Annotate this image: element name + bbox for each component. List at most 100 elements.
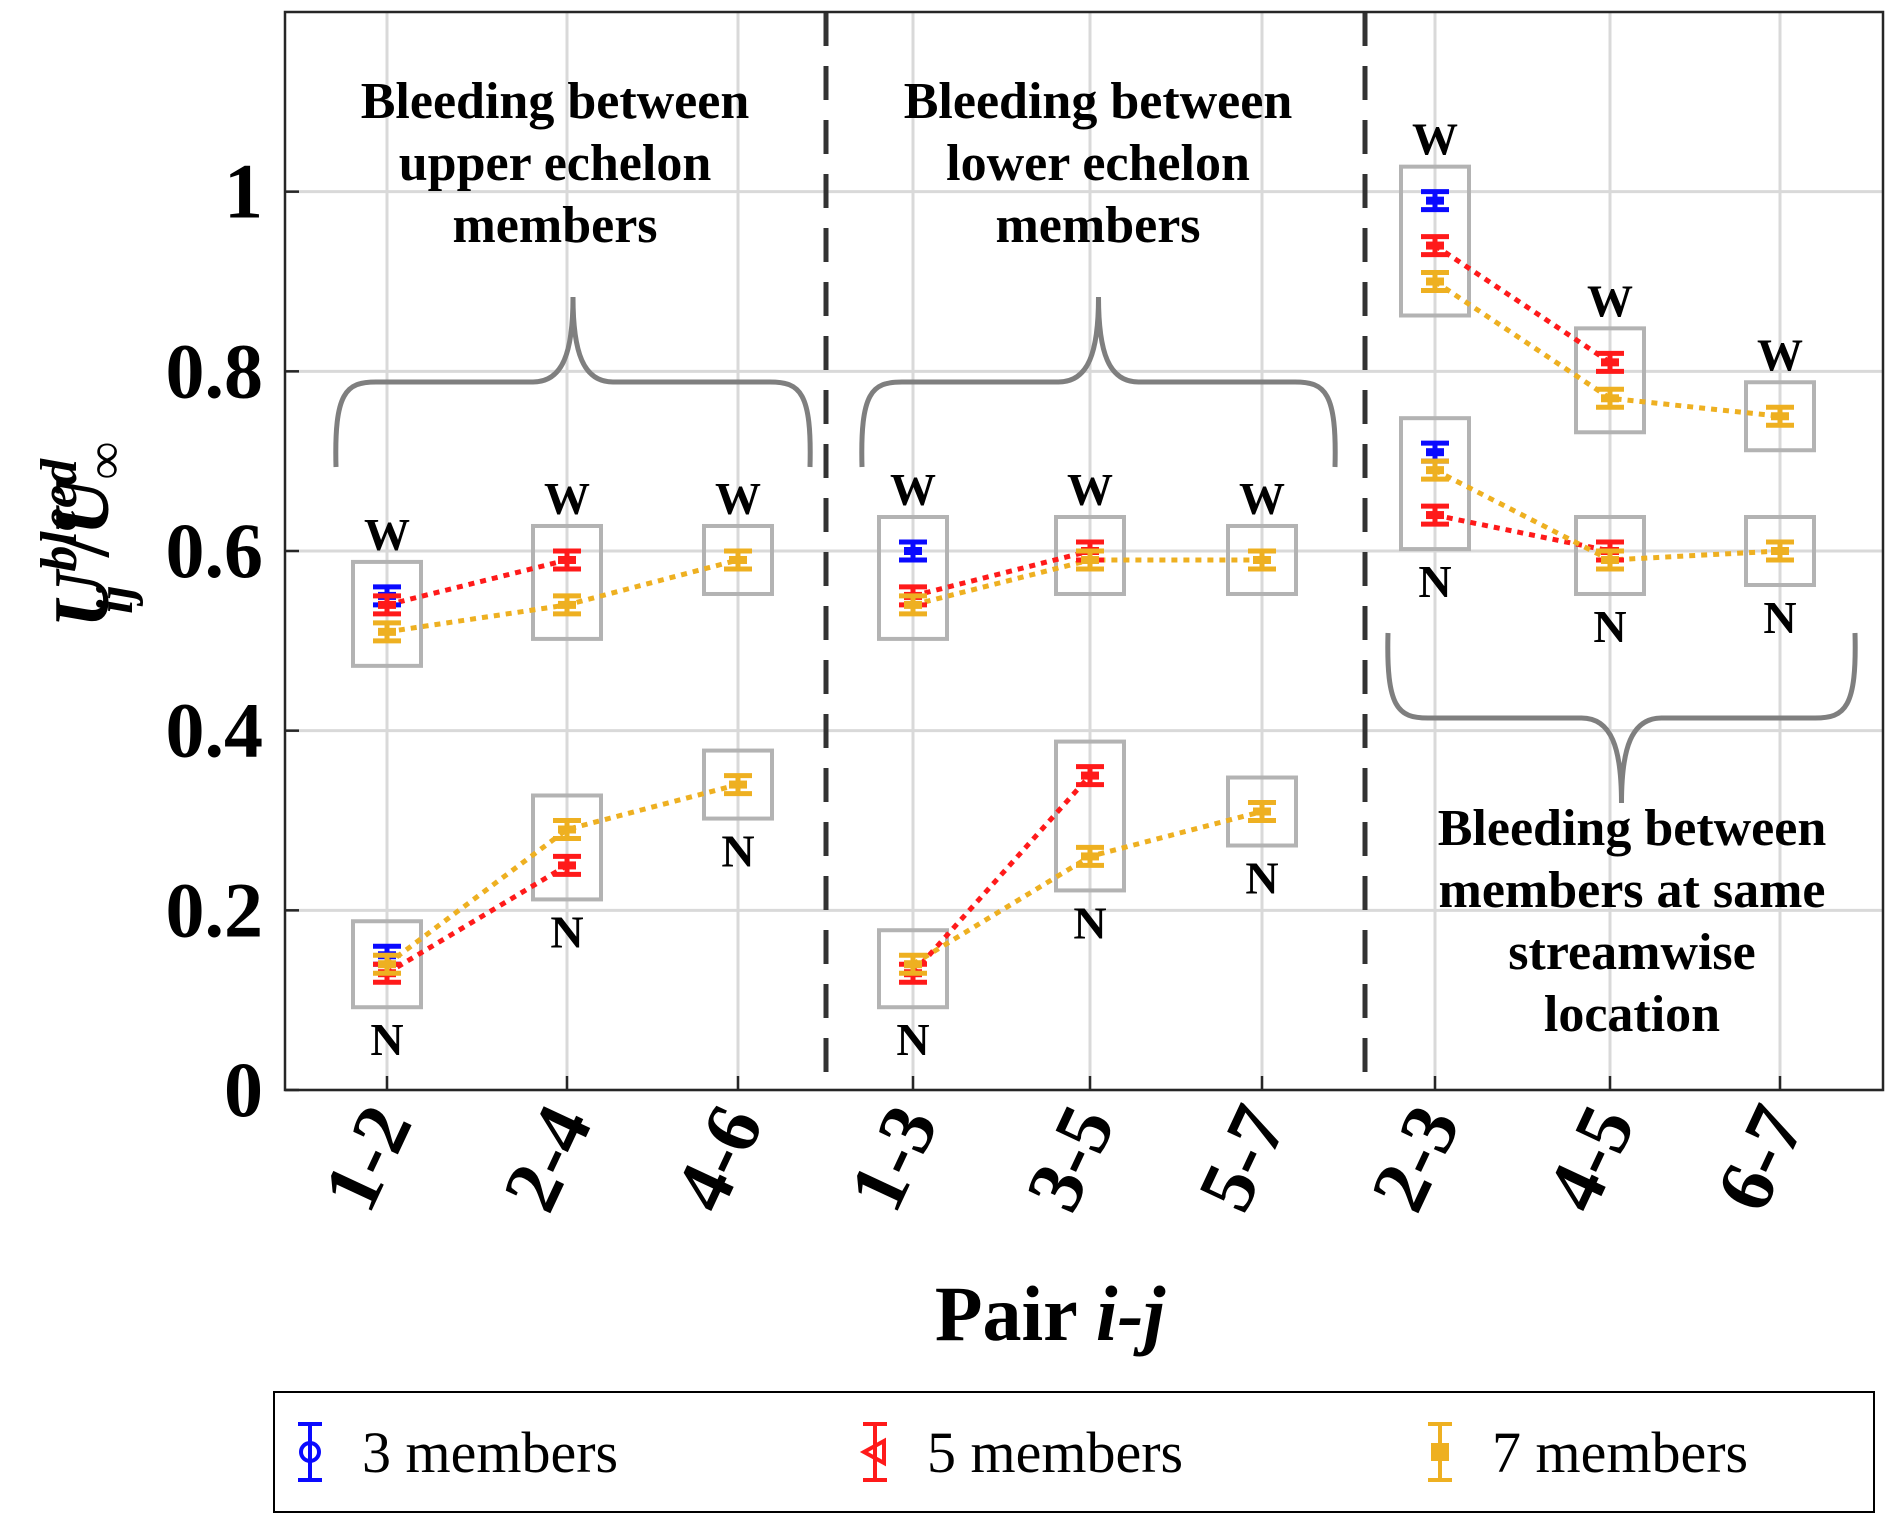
marker [558, 600, 576, 609]
data-point [899, 952, 927, 976]
narrow-label: N [1593, 601, 1626, 652]
narrow-label: N [1245, 853, 1278, 904]
wide-group-box [1054, 515, 1126, 596]
series-line-narrow [911, 773, 1092, 975]
marker [558, 555, 576, 564]
data-point [553, 853, 581, 877]
data-point [373, 620, 401, 644]
data-point [1421, 270, 1449, 293]
narrow-group-box [1744, 515, 1816, 587]
wide-group-box [877, 515, 949, 641]
narrow-group-box [1574, 515, 1646, 596]
x-axis-label: Pair i-j [935, 1270, 1166, 1357]
data-point [1076, 764, 1104, 788]
narrow-group-box [1054, 739, 1126, 893]
marker [1253, 555, 1271, 564]
wide-narrow-labels: W N W N W N W N W N W N W N W N W N [364, 114, 1803, 1066]
marker [1601, 555, 1619, 564]
data-point [553, 593, 581, 617]
marker [1426, 241, 1444, 250]
data-point [1248, 800, 1276, 824]
legend-label: 5 members [927, 1420, 1183, 1485]
data-point [1596, 350, 1624, 374]
x-tick-label: 6-7 [1699, 1092, 1822, 1223]
series-markers [373, 189, 1794, 985]
narrow-label: N [370, 1014, 403, 1065]
group-annotation: Bleeding between lower echelon members [904, 73, 1293, 254]
wide-label: W [1412, 114, 1458, 165]
data-point [724, 548, 752, 572]
y-tick-label: 0.4 [166, 687, 264, 774]
brace-same-location [1385, 632, 1858, 804]
y-tick-label: 0 [224, 1046, 263, 1133]
data-point [1596, 548, 1624, 572]
marker [558, 861, 576, 870]
y-tick-label: 0.8 [166, 327, 264, 414]
group-annotation: Bleeding between members at same streamwis… [1438, 800, 1827, 1043]
narrow-group-box [877, 928, 949, 1010]
narrow-group-box [1226, 775, 1298, 848]
y-axis-label: Ubleedij/U∞ [31, 442, 144, 628]
x-tick-label: 2-3 [1354, 1092, 1477, 1223]
data-point [373, 952, 401, 976]
marker [1426, 277, 1444, 286]
wide-label: W [715, 473, 761, 524]
marker [1081, 771, 1099, 780]
legend-label: 7 members [1492, 1420, 1748, 1485]
narrow-group-box [1399, 416, 1471, 552]
y-tick-label: 1 [224, 148, 263, 235]
narrow-label: N [1418, 556, 1451, 607]
data-point [1421, 503, 1449, 527]
legend-marker [1431, 1443, 1449, 1461]
legend: 3 members 5 members 7 members [273, 1391, 1875, 1513]
narrow-label: N [550, 906, 583, 957]
marker [1253, 807, 1271, 816]
marker [1771, 547, 1789, 555]
y-tick-label: 0.6 [166, 507, 264, 594]
x-tick-label: 2-4 [486, 1092, 609, 1223]
narrow-group-box [351, 919, 423, 1010]
narrow-label: N [721, 826, 754, 877]
y-tick-label: 0.2 [166, 866, 264, 953]
data-point [1421, 458, 1449, 482]
marker [904, 547, 922, 555]
grouping-boxes [351, 164, 1816, 1010]
series-line-narrow [1434, 512, 1611, 554]
marker [558, 825, 576, 834]
wide-group-box [1399, 164, 1471, 318]
data-point [899, 593, 927, 617]
wide-label: W [364, 509, 410, 560]
wide-label: W [1757, 329, 1803, 380]
marker [729, 555, 747, 564]
data-point [373, 593, 401, 617]
y-axis-ticks: 0 0.2 0.4 0.6 0.8 1 [166, 148, 299, 1133]
data-point [553, 817, 581, 841]
marker [1081, 555, 1099, 564]
wide-group-box [1744, 380, 1816, 453]
series-line-narrow [385, 782, 739, 967]
x-tick-label: 5-7 [1181, 1092, 1304, 1223]
marker [1426, 511, 1444, 520]
data-point [1248, 548, 1276, 572]
wide-label: W [1067, 464, 1113, 515]
legend-item: 7 members [1428, 1420, 1748, 1485]
series-line-wide [1433, 279, 1781, 419]
marker [1601, 358, 1619, 367]
data-point [1596, 386, 1624, 410]
wide-group-box [351, 559, 423, 668]
legend-item: 3 members [298, 1420, 618, 1485]
data-point [553, 548, 581, 572]
legend-item: 5 members [859, 1420, 1183, 1485]
marker [378, 600, 396, 609]
legend-marker [299, 1441, 321, 1463]
wide-label: W [1587, 275, 1633, 326]
narrow-group-box [531, 793, 603, 902]
wide-group-box [531, 523, 603, 641]
brace-lower-echelon [859, 296, 1338, 468]
x-tick-label: 1-3 [832, 1092, 955, 1223]
group-separators [823, 12, 1368, 1090]
marker [1426, 466, 1444, 475]
data-point [1076, 548, 1104, 572]
svg-text:Ubleedij/U∞: Ubleedij/U∞ [31, 442, 144, 628]
narrow-label: N [1763, 592, 1796, 643]
